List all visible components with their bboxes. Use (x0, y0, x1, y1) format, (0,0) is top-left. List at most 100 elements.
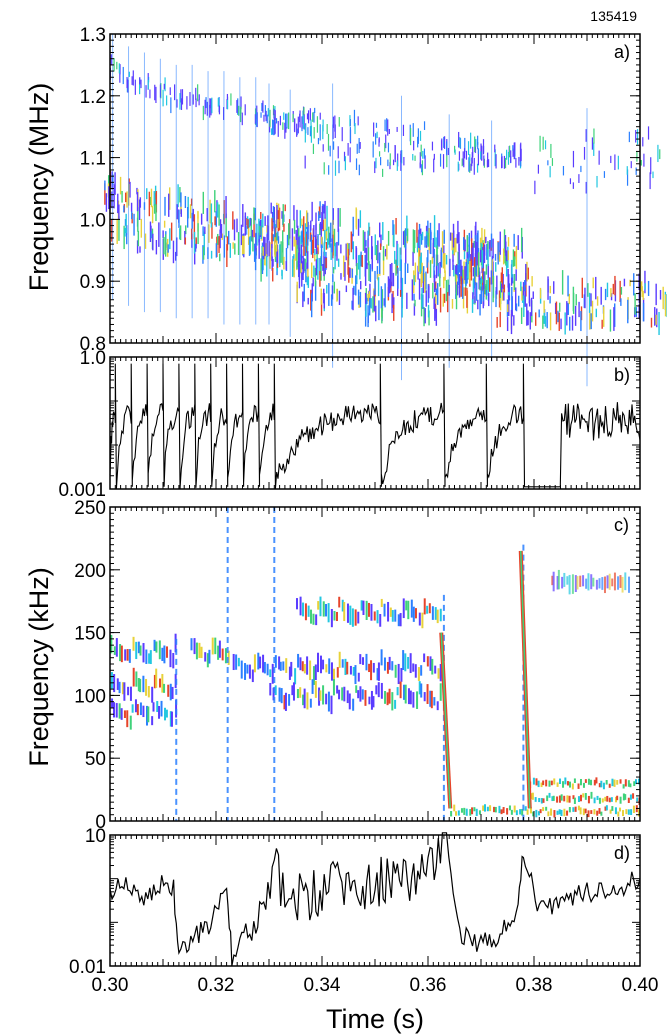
spectrogram-streak (131, 76, 133, 85)
spectrogram-streak (464, 287, 466, 296)
spectrogram-streak (542, 315, 544, 329)
spectrogram-streak (269, 252, 271, 269)
spectrogram-streak (514, 251, 516, 260)
spectrogram-streak (327, 603, 330, 623)
spectrogram-streak (195, 87, 197, 100)
spectrogram-streak (388, 278, 391, 294)
spectrogram-streak (515, 245, 518, 269)
spectrogram-streak (391, 293, 393, 314)
spectrogram-streak (190, 198, 193, 206)
panel-c-frame (109, 506, 641, 822)
spectrogram-streak (326, 238, 329, 249)
spectrogram-streak (155, 668, 158, 688)
spectrogram-streak (302, 224, 304, 247)
spectrogram-streak (444, 253, 446, 274)
spectrogram-streak (323, 251, 325, 277)
spectrogram-streak (256, 112, 258, 127)
spectrogram-streak (296, 123, 298, 137)
spectrogram-streak (118, 216, 120, 241)
spectrogram-streak (505, 255, 507, 266)
spectrogram-streak (609, 809, 612, 814)
spectrogram-streak (435, 281, 437, 291)
spectrogram-streak (169, 649, 172, 668)
spectrogram-streak (260, 211, 262, 219)
spectrogram-streak (553, 810, 556, 818)
spectrogram-streak (317, 137, 320, 145)
spectrogram-streak (474, 240, 477, 259)
spectrogram-streak (161, 647, 164, 661)
spectrogram-streak (493, 806, 496, 813)
spectrogram-streak (319, 690, 322, 701)
spectrogram-streak (153, 674, 156, 689)
spectrogram-streak (486, 280, 488, 290)
spectrogram-streak (328, 658, 331, 674)
spectrogram-streak (217, 97, 219, 107)
chirp-trace (520, 550, 531, 809)
spectrogram-streak (344, 261, 346, 281)
spectrogram-streak (538, 309, 540, 318)
spectrogram-streak (511, 286, 513, 312)
spectrogram-streak (469, 260, 471, 284)
spectrogram-streak (596, 175, 598, 188)
spectrogram-streak (572, 182, 574, 189)
spectrogram-streak (258, 238, 260, 259)
spectrogram-streak (453, 804, 456, 812)
spectrogram-streak (230, 93, 232, 106)
spectrogram-streak (423, 148, 426, 159)
spectrogram-streak (176, 237, 178, 257)
spectrogram-streak (147, 706, 150, 723)
spectrogram-streak (433, 697, 436, 706)
spectrogram-streak (258, 232, 260, 246)
spectrogram-streak (480, 242, 482, 254)
spectrogram-streak (622, 784, 625, 789)
spectrogram-streak (330, 609, 333, 628)
spectrogram-streak (443, 229, 445, 244)
spectrogram-streak (319, 257, 321, 275)
spectrogram-streak (406, 228, 409, 242)
spectrogram-streak (388, 128, 390, 135)
spectrogram-streak (424, 308, 426, 324)
spectrogram-streak (503, 155, 506, 169)
spectrogram-streak (418, 278, 421, 300)
spectrogram-streak (610, 797, 613, 802)
spectrogram-streak (407, 688, 410, 705)
spectrogram-streak (219, 253, 221, 262)
spectrogram-streak (477, 141, 479, 150)
spectrogram-streak (175, 699, 178, 718)
spectrogram-streak (140, 218, 143, 238)
spectrogram-streak (417, 265, 419, 280)
spectrogram-streak (473, 240, 475, 248)
spectrogram-streak (314, 664, 317, 680)
spectrogram-streak (364, 292, 367, 311)
spectrogram-streak (402, 650, 405, 670)
spectrogram-streak (378, 252, 381, 274)
spectrogram-streak (382, 246, 385, 261)
spectrogram-streak (129, 181, 131, 198)
spectrogram-streak (116, 678, 119, 690)
spectrogram-streak (476, 241, 478, 266)
spectrogram-streak (283, 112, 285, 120)
spectrogram-streak (290, 661, 293, 677)
spectrogram-streak (499, 281, 502, 305)
spectrogram-streak (334, 115, 336, 132)
spectrogram-streak (621, 576, 624, 593)
spectrogram-streak (352, 287, 354, 311)
y-tick-label: 1.3 (80, 25, 106, 46)
spectrogram-streak (608, 797, 611, 803)
spectrogram-streak (513, 256, 516, 267)
spectrogram-streak (206, 208, 208, 222)
spectrogram-streak (288, 219, 291, 239)
spectrogram-streak (155, 204, 157, 222)
spectrogram-streak (359, 686, 362, 702)
spectrogram-streak (472, 267, 475, 277)
spectrogram-streak (413, 293, 415, 301)
spectrogram-streak (380, 598, 383, 608)
spectrogram-streak (395, 259, 397, 276)
spectrogram-streak (439, 153, 442, 167)
spectrogram-streak (435, 294, 437, 304)
spectrogram-streak (357, 690, 360, 699)
spectrogram-streak (127, 79, 129, 93)
spectrogram-streak (317, 234, 319, 246)
spectrogram-streak (349, 147, 351, 163)
spectrogram-streak (554, 302, 557, 314)
